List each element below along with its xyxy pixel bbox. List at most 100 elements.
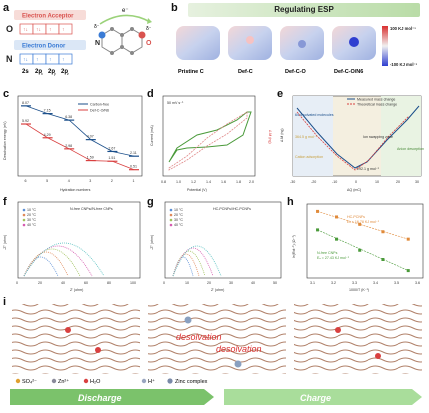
c-xtick: 5: [46, 179, 48, 183]
svg-text:3.4: 3.4: [373, 281, 378, 285]
f-legend: 10 °C 20 °C 30 °C 40 °C: [22, 208, 36, 227]
c-legend-2: Def-C-O/N6: [90, 109, 109, 113]
c-xlabel: Hydration numbers: [60, 188, 91, 192]
svg-text:1.6: 1.6: [221, 180, 226, 184]
svg-text:50: 50: [273, 281, 277, 285]
svg-text:↑: ↑: [62, 57, 65, 63]
desolvation-label-1: desolvation: [176, 332, 222, 342]
f-xlabel: Z' (ohm): [70, 288, 83, 292]
svg-text:20 °C: 20 °C: [174, 213, 183, 217]
svg-text:40: 40: [251, 281, 255, 285]
svg-text:100: 100: [130, 281, 136, 285]
panel-label-a: a: [3, 2, 10, 14]
panel-label-e: e: [277, 88, 284, 100]
e-theoretical: [296, 111, 410, 171]
g-ylabel: -Z'' (ohm): [150, 235, 154, 250]
panel-label-f: f: [3, 196, 7, 208]
svg-text:3.5: 3.5: [394, 281, 399, 285]
svg-text:10: 10: [375, 180, 379, 184]
panel-c-chart: Desolvation energy (eV) Hydration number…: [3, 95, 143, 192]
h-s1-ea: Eₐ = 16.78 KJ mol⁻¹: [347, 220, 380, 224]
discharge-arrow: [10, 389, 214, 405]
h-fit-line: [317, 211, 409, 240]
svg-text:O: O: [146, 40, 152, 47]
molecule-diagram: e⁻ δ⁻ δ⁻ N O: [94, 8, 152, 55]
svg-text:2p: 2p: [48, 69, 55, 75]
svg-text:80: 80: [107, 281, 111, 285]
h-point: [381, 230, 385, 234]
h-xticks: 3.1 3.2 3.3 3.4 3.5 3.6: [310, 281, 420, 285]
svg-text:Zinc complex: Zinc complex: [175, 379, 208, 385]
orbital-labels: 2s 2p x 2p y 2p z: [22, 69, 69, 76]
c-legend-1: Carbon-free: [90, 103, 109, 107]
svg-text:30: 30: [229, 281, 233, 285]
i-legend: SO₄²⁻ Zn²⁺ H₂O H⁺ Zinc complex: [15, 378, 208, 385]
c-data-label: 8.07: [22, 101, 29, 105]
c-data-label: 2.11: [130, 151, 137, 155]
c-xtick: 2: [111, 179, 113, 183]
esp-label-3: Def-C-O: [285, 69, 306, 75]
svg-text:↑↓: ↑↓: [23, 27, 28, 33]
h-point: [335, 237, 339, 241]
d-xticks: 0.8 1.0 1.2 1.4 1.6 1.8 2.0: [161, 180, 254, 184]
panel-label-d: d: [147, 88, 154, 100]
svg-text:δ⁻: δ⁻: [146, 26, 152, 32]
e-ann-left: 64.4 solvated molecules: [295, 113, 334, 117]
c-xtick: 1: [133, 179, 135, 183]
svg-text:20: 20: [38, 281, 42, 285]
svg-text:30 °C: 30 °C: [27, 218, 36, 222]
panel-label-i: i: [3, 296, 7, 308]
panel-label-c: c: [3, 88, 10, 100]
svg-text:40 °C: 40 °C: [27, 223, 36, 227]
c-data-label: 0.51: [130, 165, 137, 169]
svg-text:↑: ↑: [49, 27, 52, 33]
c-series-line: [25, 105, 135, 157]
esp-scale-bar: [382, 26, 388, 66]
svg-text:20: 20: [396, 180, 400, 184]
n-orbital-boxes: ↑↓ ↑ ↑ ↑: [19, 53, 73, 65]
esp-banner: Regulating ESP: [188, 3, 420, 17]
d-ylabel: Current (mA): [150, 125, 154, 146]
desolvation-label-2: desolvation: [216, 344, 262, 354]
svg-text:e⁻: e⁻: [122, 8, 129, 14]
svg-text:10 °C: 10 °C: [174, 208, 183, 212]
e-measured: [296, 105, 420, 169]
svg-text:-100 KJ mol⁻¹: -100 KJ mol⁻¹: [390, 62, 418, 67]
svg-text:40: 40: [61, 281, 65, 285]
h-s2-label: N-free CNPs: [317, 251, 338, 255]
panel-i: desolvation desolvation SO₄²⁻ Zn²⁺ H₂O H…: [8, 300, 426, 408]
svg-text:1.8: 1.8: [236, 180, 241, 184]
n-label: N: [6, 54, 13, 64]
e-ann-val: 292.1 g mol⁻¹: [357, 167, 380, 171]
svg-text:↑: ↑: [36, 57, 39, 63]
esp-map-1: [176, 26, 220, 60]
svg-text:↑↓: ↑↓: [23, 57, 28, 63]
h-point: [335, 215, 339, 219]
f-ylabel: -Z'' (ohm): [3, 235, 7, 250]
svg-text:-20: -20: [311, 180, 316, 184]
o-label: O: [6, 24, 13, 34]
svg-text:30: 30: [415, 180, 419, 184]
c-xtick: 4: [68, 179, 70, 183]
charge-arrow: [224, 389, 422, 405]
discharge-label: Discharge: [78, 393, 122, 403]
panel-label-g: g: [147, 196, 154, 208]
acceptor-label: Electron Acceptor: [22, 14, 74, 20]
panel-label-h: h: [287, 196, 294, 208]
h-s2-ea: Eₐ = 27.43 KJ mol⁻¹: [317, 256, 350, 260]
donor-label: Electron Donor: [22, 44, 66, 50]
charge-label: Charge: [300, 393, 331, 403]
panel-label-b: b: [171, 2, 178, 14]
svg-text:↑↓: ↑↓: [36, 27, 41, 33]
svg-text:1.2: 1.2: [191, 180, 196, 184]
d-mass-curve: [168, 111, 248, 171]
g-xticks: 0 10 20 30 40 50: [163, 281, 277, 285]
c-series-line: [25, 123, 135, 171]
e-mid-label: 364.5 g mol⁻¹: [295, 135, 318, 139]
svg-text:0.8: 0.8: [161, 180, 166, 184]
c-data-label: 1.59: [87, 156, 94, 160]
svg-text:H⁺: H⁺: [148, 378, 155, 385]
svg-text:2.0: 2.0: [249, 180, 254, 184]
panel-f-chart: N-free CNPs//N-free CNPs 10 °C 20 °C 30 …: [3, 201, 141, 292]
g-title: HC-PCNFs//HC-PCNFs: [213, 207, 251, 211]
